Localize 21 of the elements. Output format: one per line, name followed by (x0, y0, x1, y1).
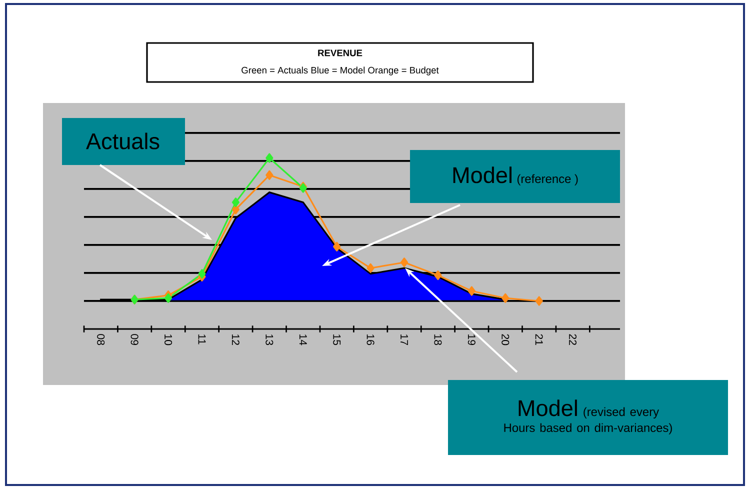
x-tick-label: 18 (434, 334, 442, 346)
annotation: Model (453, 166, 512, 184)
x-tick-label: 16 (366, 334, 374, 346)
annotation: (reference ) (517, 174, 578, 186)
x-tick-label: 20 (502, 334, 510, 346)
x-tick-label: 21 (535, 334, 543, 345)
x-tick-label: 22 (569, 334, 577, 345)
text: Actuals (86, 132, 160, 150)
x-tick-label: 13 (266, 334, 274, 346)
x-tick-label: 15 (333, 334, 341, 346)
x-tick-label: 14 (299, 334, 307, 346)
text: Model (518, 400, 577, 416)
chart-subtitle: Green = Actuals Blue = Model Orange = Budget (242, 66, 439, 76)
x-tick-label: 11 (198, 334, 206, 344)
x-tick-label: 12 (232, 334, 240, 345)
x-tick-label: 09 (130, 334, 138, 345)
x-tick-label: 19 (468, 334, 476, 345)
x-tick-label: 10 (164, 334, 172, 346)
chart-title: REVENUE (318, 50, 362, 56)
x-tick-label: 08 (97, 334, 105, 346)
x-tick-label: 17 (400, 334, 408, 345)
